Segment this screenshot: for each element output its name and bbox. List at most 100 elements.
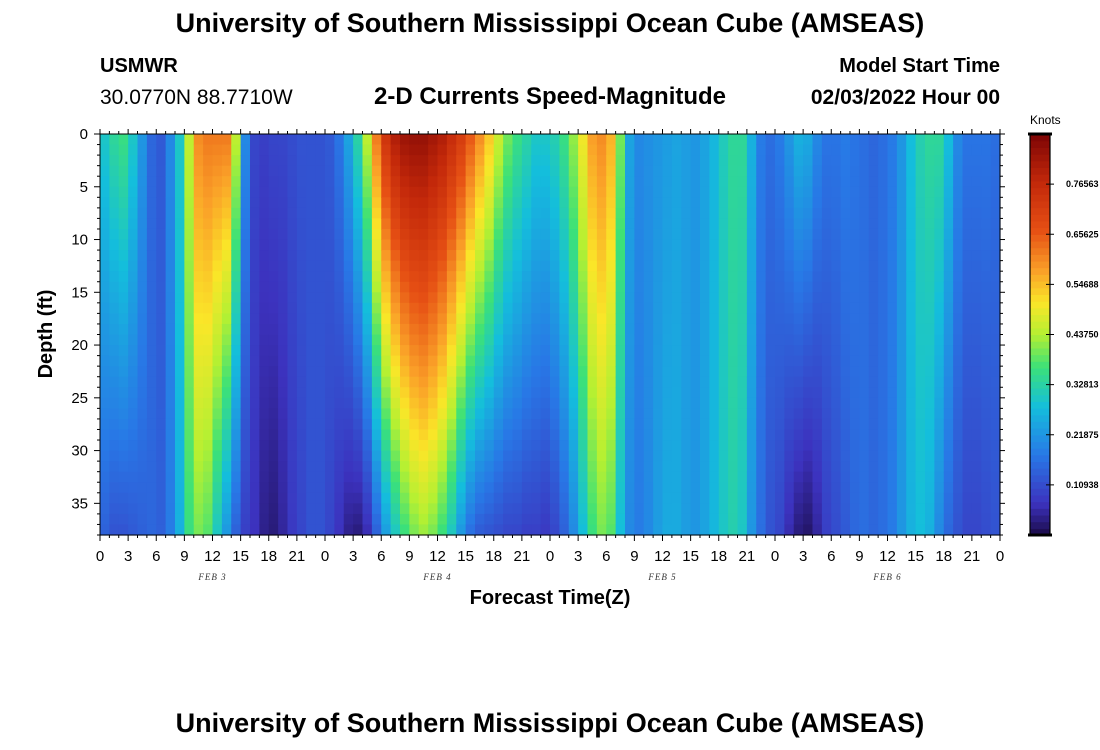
heatmap-cell xyxy=(981,366,992,378)
heatmap-cell xyxy=(943,165,954,177)
heatmap-cell xyxy=(465,345,476,357)
heatmap-cell xyxy=(203,334,214,346)
heatmap-cell xyxy=(925,260,935,272)
heatmap-cell xyxy=(203,429,214,441)
heatmap-cell xyxy=(653,387,664,399)
heatmap-cell xyxy=(540,387,551,399)
heatmap-cell xyxy=(268,503,279,515)
heatmap-cell xyxy=(831,323,842,336)
heatmap-cell xyxy=(259,397,270,409)
heatmap-cell xyxy=(465,302,476,314)
heatmap-cell xyxy=(456,155,467,167)
heatmap-cell xyxy=(559,376,570,388)
heatmap-cell xyxy=(765,482,776,494)
heatmap-cell xyxy=(128,239,139,251)
heatmap-cell xyxy=(934,218,945,230)
colorbar-segment xyxy=(1030,341,1050,349)
heatmap-cell xyxy=(662,482,673,494)
heatmap-cell xyxy=(859,503,870,515)
heatmap-cell xyxy=(568,144,579,156)
heatmap-cell xyxy=(268,482,279,494)
heatmap-cell xyxy=(475,334,485,346)
heatmap-cell xyxy=(231,513,242,526)
heatmap-cell xyxy=(812,218,823,230)
heatmap-cell xyxy=(803,271,814,283)
heatmap-cell xyxy=(934,271,945,283)
heatmap-cell xyxy=(409,345,420,357)
heatmap-cell xyxy=(925,323,935,336)
heatmap-cell xyxy=(100,197,110,209)
heatmap-cell xyxy=(596,366,607,378)
heatmap-cell xyxy=(465,440,476,452)
heatmap-cell xyxy=(493,492,504,504)
heatmap-cell xyxy=(493,260,504,272)
heatmap-cell xyxy=(493,408,504,420)
heatmap-cell xyxy=(634,239,645,251)
heatmap-cell xyxy=(240,144,251,156)
heatmap-cell xyxy=(128,260,139,272)
heatmap-cell xyxy=(493,397,504,409)
heatmap-cell xyxy=(615,144,626,156)
heatmap-cell xyxy=(456,387,467,399)
heatmap-cell xyxy=(596,228,607,241)
heatmap-cell xyxy=(165,292,176,304)
heatmap-cell xyxy=(428,292,439,304)
heatmap-cell xyxy=(746,239,757,251)
heatmap-cell xyxy=(128,408,139,420)
heatmap-cell xyxy=(221,155,232,167)
heatmap-cell xyxy=(568,503,579,515)
heatmap-cell xyxy=(306,218,317,230)
heatmap-cell xyxy=(971,281,982,293)
heatmap-cell xyxy=(775,176,785,188)
heatmap-cell xyxy=(812,387,823,399)
heatmap-cell xyxy=(268,207,279,220)
heatmap-cell xyxy=(831,503,842,515)
heatmap-cell xyxy=(887,376,898,388)
heatmap-cell xyxy=(793,176,804,188)
heatmap-cell xyxy=(681,292,692,304)
heatmap-cell xyxy=(634,503,645,515)
heatmap-cell xyxy=(540,197,551,209)
heatmap-cell xyxy=(718,144,729,156)
heatmap-cell xyxy=(362,524,373,536)
heatmap-cell xyxy=(475,397,485,409)
heatmap-cell xyxy=(625,418,635,431)
heatmap-cell xyxy=(671,345,682,357)
heatmap-cell xyxy=(531,503,542,515)
heatmap-cell xyxy=(756,471,767,483)
heatmap-cell xyxy=(165,397,176,409)
heatmap-cell xyxy=(287,218,298,230)
heatmap-cell xyxy=(803,429,814,441)
heatmap-cell xyxy=(737,323,748,336)
heatmap-cell xyxy=(353,345,364,357)
heatmap-cell xyxy=(615,524,626,536)
heatmap-cell xyxy=(306,513,317,526)
heatmap-cell xyxy=(278,155,289,167)
heatmap-cell xyxy=(971,197,982,209)
heatmap-cell xyxy=(653,134,664,146)
heatmap-cell xyxy=(934,345,945,357)
heatmap-cell xyxy=(343,408,354,420)
heatmap-cell xyxy=(296,355,307,367)
heatmap-cell xyxy=(840,376,851,388)
colorbar-segment xyxy=(1030,401,1050,409)
heatmap-cell xyxy=(146,260,157,272)
heatmap-cell xyxy=(925,334,935,346)
heatmap-cell xyxy=(540,345,551,357)
heatmap-cell xyxy=(531,218,542,230)
x-tick-label: 6 xyxy=(152,548,160,565)
heatmap-cell xyxy=(868,503,879,515)
heatmap-cell xyxy=(240,429,251,441)
heatmap-cell xyxy=(437,260,448,272)
heatmap-cell xyxy=(334,429,345,441)
heatmap-cell xyxy=(962,228,973,241)
heatmap-cell xyxy=(784,355,795,367)
heatmap-cell xyxy=(437,292,448,304)
heatmap-cell xyxy=(184,397,195,409)
heatmap-cell xyxy=(850,387,860,399)
heatmap-cell xyxy=(315,513,326,526)
heatmap-cell xyxy=(746,471,757,483)
heatmap-cell xyxy=(100,492,110,504)
heatmap-cell xyxy=(259,387,270,399)
heatmap-cell xyxy=(278,323,289,336)
